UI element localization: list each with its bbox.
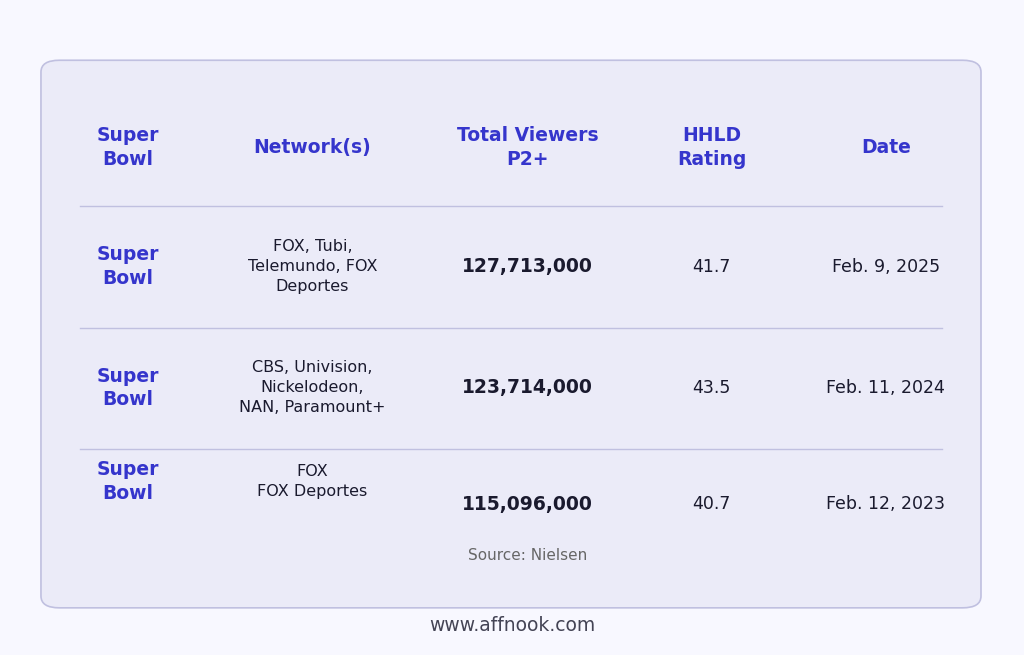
Text: Feb. 11, 2024: Feb. 11, 2024 bbox=[826, 379, 945, 397]
Text: 43.5: 43.5 bbox=[692, 379, 731, 397]
Text: CBS, Univision,
Nickelodeon,
NAN, Paramount+: CBS, Univision, Nickelodeon, NAN, Paramo… bbox=[239, 360, 386, 415]
Text: Date: Date bbox=[861, 138, 910, 157]
Text: FOX, Tubi,
Telemundo, FOX
Deportes: FOX, Tubi, Telemundo, FOX Deportes bbox=[248, 239, 377, 294]
Text: Super
Bowl: Super Bowl bbox=[96, 126, 160, 168]
Text: Network(s): Network(s) bbox=[254, 138, 371, 157]
Text: Super
Bowl: Super Bowl bbox=[96, 367, 160, 409]
Text: FOX
FOX Deportes: FOX FOX Deportes bbox=[257, 464, 368, 499]
Text: 40.7: 40.7 bbox=[692, 495, 731, 514]
Text: Source: Nielsen: Source: Nielsen bbox=[468, 548, 587, 563]
Text: 123,714,000: 123,714,000 bbox=[462, 378, 593, 398]
Text: 115,096,000: 115,096,000 bbox=[462, 495, 593, 514]
Text: Super
Bowl: Super Bowl bbox=[96, 460, 160, 502]
Text: Feb. 9, 2025: Feb. 9, 2025 bbox=[831, 257, 940, 276]
Text: Super
Bowl: Super Bowl bbox=[96, 246, 160, 288]
Text: Total Viewers
P2+: Total Viewers P2+ bbox=[457, 126, 598, 168]
FancyBboxPatch shape bbox=[41, 60, 981, 608]
Text: 127,713,000: 127,713,000 bbox=[462, 257, 593, 276]
Text: www.affnook.com: www.affnook.com bbox=[429, 616, 595, 635]
Text: 41.7: 41.7 bbox=[692, 257, 731, 276]
Text: Feb. 12, 2023: Feb. 12, 2023 bbox=[826, 495, 945, 514]
Text: HHLD
Rating: HHLD Rating bbox=[677, 126, 746, 168]
